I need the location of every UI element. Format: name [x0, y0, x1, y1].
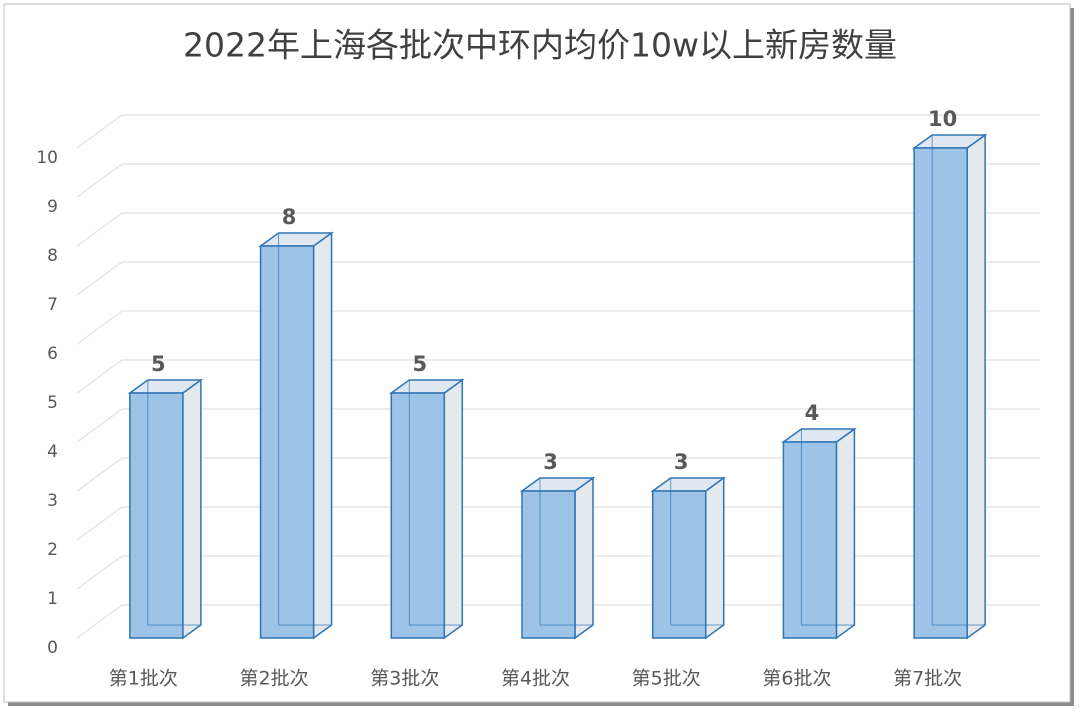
bar	[521, 490, 576, 639]
grid-line-side	[76, 555, 123, 590]
y-tick-label: 1	[47, 589, 58, 609]
y-tick-label: 0	[47, 638, 58, 658]
bar-side	[182, 378, 202, 640]
grid-line-side	[76, 408, 123, 443]
bar	[390, 392, 446, 639]
bar	[913, 147, 968, 639]
grid-line-side	[76, 261, 123, 296]
bar-side	[312, 231, 333, 640]
bar-side	[704, 476, 725, 640]
y-tick-label: 4	[47, 442, 58, 462]
bar	[782, 441, 838, 639]
y-tick-label: 3	[47, 491, 58, 511]
value-label: 10	[928, 107, 957, 131]
y-tick-label: 6	[47, 344, 58, 364]
grid-line-side	[76, 114, 123, 149]
value-label: 3	[674, 450, 689, 474]
y-tick-label: 10	[36, 148, 58, 168]
y-tick-label: 8	[47, 246, 58, 266]
grid-line-side	[76, 506, 123, 541]
bar-side	[574, 476, 594, 640]
x-tick-label: 第5批次	[632, 668, 701, 690]
grid-line-side	[76, 163, 123, 198]
bar-back-edge	[670, 478, 724, 626]
bar-side	[443, 378, 464, 640]
bar-back-edge	[800, 429, 855, 626]
x-tick-label: 第3批次	[370, 668, 439, 690]
x-tick-label: 第7批次	[893, 668, 962, 690]
grid-line-side	[76, 310, 123, 345]
bar-back-edge	[408, 380, 463, 626]
y-tick-label: 7	[47, 295, 58, 315]
value-label: 8	[282, 205, 297, 229]
x-tick-label: 第6批次	[762, 668, 831, 690]
bar-back-edge	[539, 478, 593, 626]
x-tick-label: 第4批次	[501, 668, 570, 690]
bar-side	[966, 133, 986, 640]
value-label: 4	[805, 401, 820, 425]
y-tick-label: 5	[47, 393, 58, 413]
value-label: 5	[412, 352, 427, 376]
grid-line-side	[76, 359, 123, 394]
x-tick-label: 第1批次	[109, 668, 178, 690]
y-tick-label: 2	[47, 540, 58, 560]
bar	[651, 490, 707, 639]
grid-line-side	[76, 212, 123, 247]
bar-side	[835, 427, 856, 640]
x-tick-label: 第2批次	[240, 668, 309, 690]
y-tick-label: 9	[47, 197, 58, 217]
grid-line-side	[76, 457, 123, 492]
value-label: 3	[543, 450, 558, 474]
chart-title: 2022年上海各批次中环内均价10w以上新房数量	[183, 26, 897, 65]
bar-back-edge	[147, 380, 201, 626]
value-label: 5	[151, 352, 166, 376]
bar	[129, 392, 184, 639]
grid-line-side	[76, 604, 123, 639]
bar-back-edge	[931, 135, 986, 626]
bar-back-edge	[278, 233, 332, 626]
bar	[259, 245, 315, 639]
